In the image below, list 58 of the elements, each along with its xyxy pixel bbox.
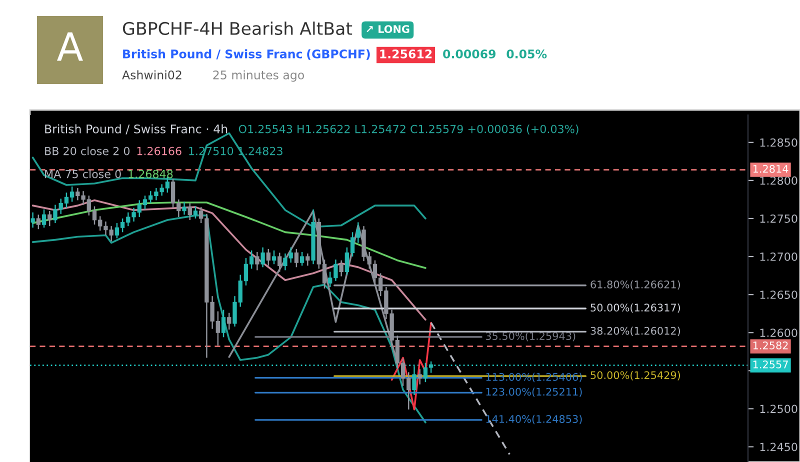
candlestick [42, 208, 46, 228]
y-tick-label: 1.2600 [760, 328, 798, 338]
annotation: British Pound / Swiss Franc · 4h [45, 124, 228, 134]
annotation: 1.26848 [128, 170, 173, 178]
candlestick [306, 252, 310, 266]
candlestick [193, 206, 198, 220]
candlestick [423, 362, 428, 383]
y-tick-label: 1.2800 [760, 176, 798, 185]
candlestick [260, 246, 265, 268]
candlestick [227, 312, 232, 330]
candlestick [278, 252, 282, 272]
chart-title: GBPCHF-4H Bearish AltBat [122, 22, 352, 36]
text: 25 minutes ago [213, 70, 304, 82]
ref-line-label: 1.2557 [753, 360, 788, 368]
candlestick [418, 368, 422, 386]
ref-line-label: 35.50%(1.25943) [486, 332, 576, 342]
annotation: 1.26166 [137, 146, 182, 156]
candlestick [36, 214, 40, 230]
line-series [390, 322, 432, 410]
text: Ashwini02 [122, 70, 182, 80]
candlestick [294, 248, 299, 268]
candlestick [412, 365, 416, 396]
candlestick [272, 250, 276, 265]
ref-line-label: 1.2582 [753, 341, 788, 350]
ref-line-label: 141.40%(1.24853) [486, 414, 582, 424]
y-tick-label: 1.2750 [760, 214, 798, 223]
text: 0.05% [506, 49, 547, 58]
ref-line-label: 123.00%(1.25211) [486, 388, 582, 397]
candlestick [255, 251, 260, 271]
ref-line-label: 50.00%(1.25429) [590, 371, 680, 380]
candlestick [30, 212, 35, 228]
y-tick-label: 1.2700 [760, 252, 798, 261]
candlestick [221, 309, 226, 338]
candlestick [188, 202, 192, 221]
candlestick [300, 251, 304, 266]
y-tick-label: 1.2500 [760, 404, 798, 414]
ref-line-label: 38.20%(1.26012) [590, 326, 680, 336]
ref-line-label: 61.80%(1.26621) [590, 280, 680, 290]
y-tick-label: 1.2450 [760, 442, 798, 452]
y-tick-label: 1.2850 [760, 138, 798, 147]
annotation: BB 20 close 2 0 [45, 146, 130, 156]
annotation: O1.25543 H1.25622 L1.25472 C1.25579 +0.00036 (+0.03%) [238, 124, 578, 135]
annotation: MA 75 close 0 [45, 170, 121, 178]
candlestick [339, 260, 344, 277]
ref-line-label: 50.00%(1.26317) [590, 303, 680, 313]
candlestick [428, 360, 434, 374]
candlestick [266, 248, 270, 266]
text: ↗ LONG [366, 25, 410, 34]
text: British Pound / Swiss Franc [123, 49, 302, 60]
text: 0.00069 [443, 49, 496, 58]
text: 1.25612 [380, 49, 432, 58]
candlestick [182, 201, 186, 216]
line-series [32, 199, 426, 321]
text: (GBPCHF) [307, 49, 370, 60]
ref-line-label: 1.2814 [753, 164, 788, 173]
y-tick-label: 1.2650 [760, 290, 798, 299]
candlestick [48, 210, 52, 227]
text: A [57, 32, 83, 61]
